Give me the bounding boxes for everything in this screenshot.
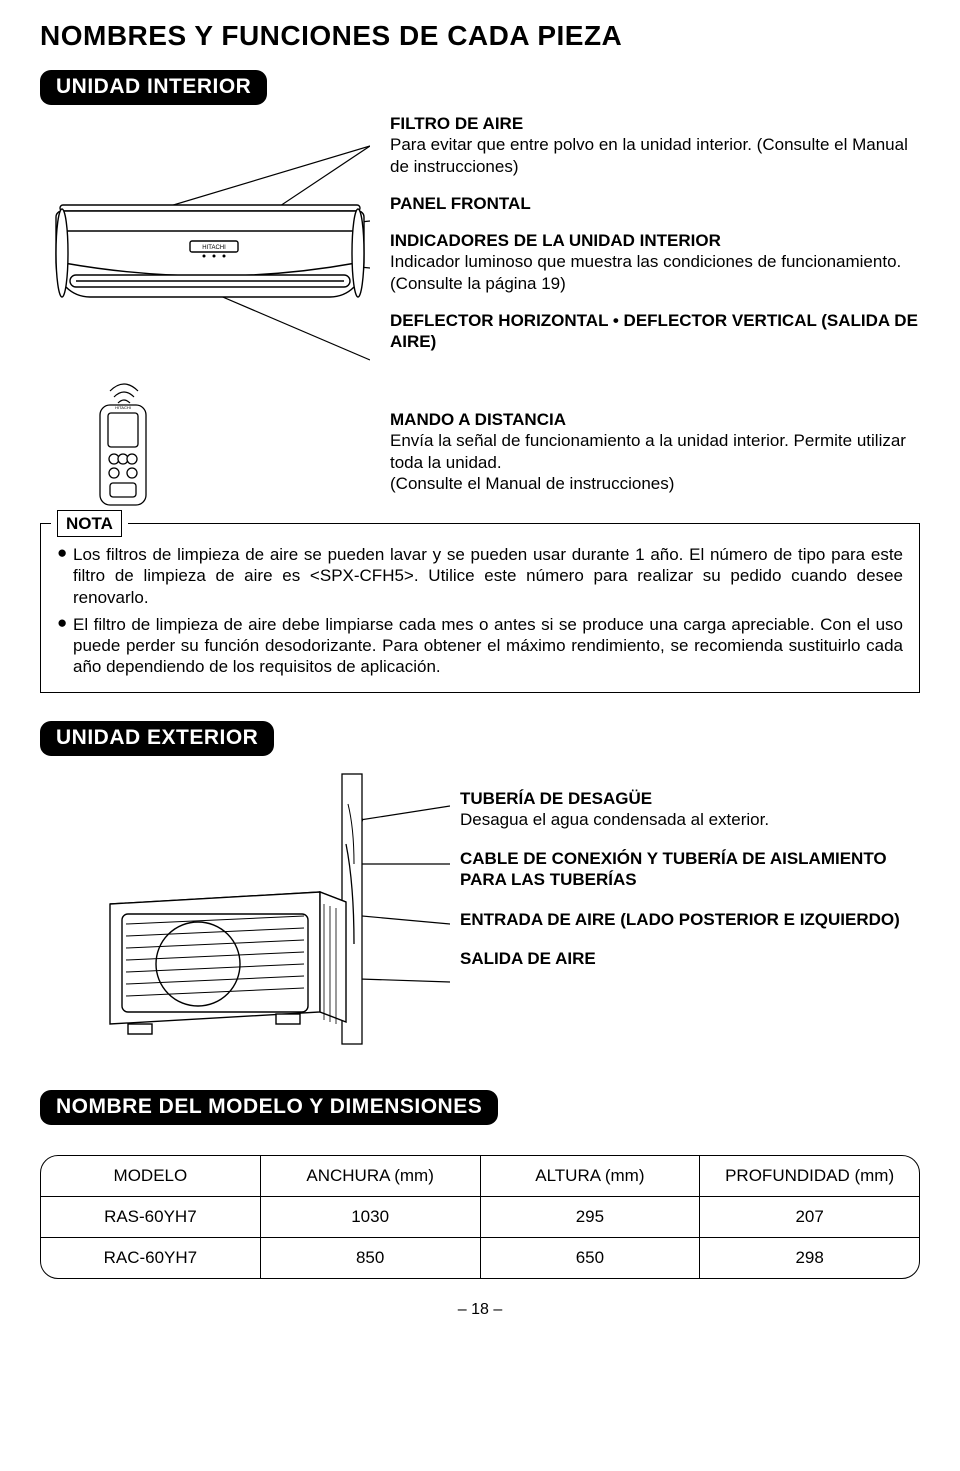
part-heading: MANDO A DISTANCIA bbox=[390, 409, 920, 430]
part-panel: PANEL FRONTAL bbox=[390, 193, 920, 214]
part-filter: FILTRO DE AIRE Para evitar que entre pol… bbox=[390, 113, 920, 177]
part-air-in: ENTRADA DE AIRE (LADO POSTERIOR E IZQUIE… bbox=[460, 909, 920, 930]
part-desc: Para evitar que entre polvo en la unidad… bbox=[390, 134, 920, 177]
remote-diagram: HITACHI bbox=[40, 383, 370, 513]
part-indicators: INDICADORES DE LA UNIDAD INTERIOR Indica… bbox=[390, 230, 920, 294]
part-heading: PANEL FRONTAL bbox=[390, 193, 920, 214]
part-desc: Desagua el agua condensada al exterior. bbox=[460, 809, 920, 830]
model-pill: NOMBRE DEL MODELO Y DIMENSIONES bbox=[40, 1090, 498, 1125]
page-number: – 18 – bbox=[40, 1301, 920, 1319]
td: 1030 bbox=[260, 1197, 480, 1237]
part-cable: CABLE DE CONEXIÓN Y TUBERÍA DE AISLAMIEN… bbox=[460, 848, 920, 891]
indoor-unit-diagram: HITACHI bbox=[40, 113, 370, 373]
th-height: ALTURA (mm) bbox=[480, 1156, 700, 1196]
svg-text:HITACHI: HITACHI bbox=[202, 245, 226, 251]
td: 295 bbox=[480, 1197, 700, 1237]
th-model: MODELO bbox=[41, 1156, 260, 1196]
nota-label: NOTA bbox=[57, 510, 122, 537]
part-heading: CABLE DE CONEXIÓN Y TUBERÍA DE AISLAMIEN… bbox=[460, 848, 920, 891]
model-section: NOMBRE DEL MODELO Y DIMENSIONES MODELO A… bbox=[40, 1090, 920, 1279]
svg-text:HITACHI: HITACHI bbox=[115, 405, 131, 410]
bullet-text: Los filtros de limpieza de aire se puede… bbox=[73, 544, 903, 608]
part-heading: SALIDA DE AIRE bbox=[460, 948, 920, 969]
part-desc: Envía la señal de funcionamiento a la un… bbox=[390, 430, 920, 494]
part-heading: FILTRO DE AIRE bbox=[390, 113, 920, 134]
part-deflectors: DEFLECTOR HORIZONTAL • DEFLECTOR VERTICA… bbox=[390, 310, 920, 353]
indoor-pill: UNIDAD INTERIOR bbox=[40, 70, 267, 105]
bullet-icon: ● bbox=[57, 544, 73, 608]
table-row: RAC-60YH7 850 650 298 bbox=[41, 1237, 919, 1278]
td: 650 bbox=[480, 1238, 700, 1278]
part-heading: DEFLECTOR HORIZONTAL • DEFLECTOR VERTICA… bbox=[390, 310, 920, 353]
td: RAC-60YH7 bbox=[41, 1238, 260, 1278]
table-row: RAS-60YH7 1030 295 207 bbox=[41, 1196, 919, 1237]
td: RAS-60YH7 bbox=[41, 1197, 260, 1237]
th-depth: PROFUNDIDAD (mm) bbox=[699, 1156, 919, 1196]
th-width: ANCHURA (mm) bbox=[260, 1156, 480, 1196]
part-heading: INDICADORES DE LA UNIDAD INTERIOR bbox=[390, 230, 920, 251]
nota-bullet: ● El filtro de limpieza de aire debe lim… bbox=[57, 614, 903, 678]
part-air-out: SALIDA DE AIRE bbox=[460, 948, 920, 969]
outdoor-section: UNIDAD EXTERIOR bbox=[40, 721, 920, 1064]
outdoor-unit-diagram bbox=[40, 764, 450, 1064]
bullet-icon: ● bbox=[57, 614, 73, 678]
td: 207 bbox=[699, 1197, 919, 1237]
td: 850 bbox=[260, 1238, 480, 1278]
table-header-row: MODELO ANCHURA (mm) ALTURA (mm) PROFUNDI… bbox=[41, 1156, 919, 1196]
model-table: MODELO ANCHURA (mm) ALTURA (mm) PROFUNDI… bbox=[40, 1155, 920, 1279]
part-heading: ENTRADA DE AIRE (LADO POSTERIOR E IZQUIE… bbox=[460, 909, 920, 930]
td: 298 bbox=[699, 1238, 919, 1278]
nota-bullet: ● Los filtros de limpieza de aire se pue… bbox=[57, 544, 903, 608]
outdoor-pill: UNIDAD EXTERIOR bbox=[40, 721, 274, 756]
page-title: NOMBRES Y FUNCIONES DE CADA PIEZA bbox=[40, 20, 920, 52]
part-remote: MANDO A DISTANCIA Envía la señal de func… bbox=[390, 409, 920, 494]
part-heading: TUBERÍA DE DESAGÜE bbox=[460, 788, 920, 809]
part-desc: Indicador luminoso que muestra las condi… bbox=[390, 251, 920, 294]
nota-box: NOTA ● Los filtros de limpieza de aire s… bbox=[40, 523, 920, 693]
part-drain: TUBERÍA DE DESAGÜE Desagua el agua conde… bbox=[460, 788, 920, 831]
bullet-text: El filtro de limpieza de aire debe limpi… bbox=[73, 614, 903, 678]
